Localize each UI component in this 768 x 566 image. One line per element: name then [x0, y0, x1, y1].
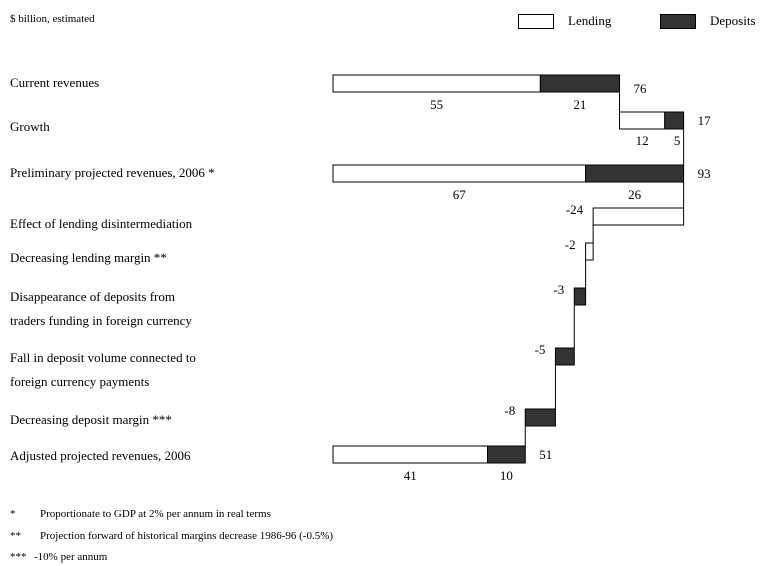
- row-label-growth: Growth: [10, 119, 50, 134]
- data-label-deposits-2: 26: [628, 187, 642, 202]
- data-label-deposits-8: 10: [500, 468, 513, 483]
- footnote-1-mark: *: [10, 508, 16, 520]
- footnote-2: ** Projection forward of historical margi…: [10, 530, 333, 542]
- legend-deposits: Deposits: [660, 13, 756, 29]
- row-label-adjusted: Adjusted projected revenues, 2006: [10, 448, 191, 463]
- bar-lending-2: [332, 164, 587, 183]
- footnote-1: * Proportionate to GDP at 2% per annum in…: [10, 508, 271, 520]
- bar-change-3: [592, 207, 685, 226]
- total-label-8: 51: [539, 447, 552, 462]
- change-label-7: -8: [504, 403, 515, 418]
- footnote-2-text: Projection forward of historical margins…: [40, 530, 334, 542]
- bar-change-4: [585, 242, 594, 261]
- row-label-deposit-volume-2: foreign currency payments: [10, 374, 150, 389]
- total-label-2: 93: [698, 166, 711, 181]
- bar-lending-8: [332, 445, 489, 464]
- row-label-lending-disintermediation: Effect of lending disintermediation: [10, 216, 193, 231]
- data-label-deposits-0: 21: [573, 97, 586, 112]
- data-label-lending-1: 12: [636, 133, 649, 148]
- footnote-2-mark: **: [10, 530, 21, 542]
- footnote-1-text: Proportionate to GDP at 2% per annum in …: [40, 508, 271, 520]
- change-label-5: -3: [553, 282, 564, 297]
- row-label-deposit-volume-1: Fall in deposit volume connected to: [10, 350, 196, 365]
- footnote-3-mark: ***: [10, 551, 27, 563]
- footnote-3: *** -10% per annum: [10, 551, 107, 563]
- total-label-1: 17: [698, 113, 712, 128]
- bar-change-5: [573, 287, 587, 306]
- units-note: $ billion, estimated: [10, 13, 95, 25]
- row-label-deposit-disappearance-2: traders funding in foreign currency: [10, 313, 192, 328]
- data-label-lending-2: 67: [453, 187, 467, 202]
- total-label-0: 76: [634, 81, 648, 96]
- footnote-3-text: -10% per annum: [34, 551, 108, 563]
- bar-lending-1: [619, 111, 666, 130]
- bar-change-7: [524, 408, 556, 427]
- bar-lending-0: [332, 74, 541, 93]
- data-label-deposits-1: 5: [674, 133, 681, 148]
- change-label-4: -2: [565, 237, 576, 252]
- bar-deposits-1: [664, 111, 685, 130]
- legend-lending: Lending: [518, 13, 611, 29]
- data-label-lending-8: 41: [404, 468, 417, 483]
- row-label-deposit-disappearance-1: Disappearance of deposits from: [10, 289, 175, 304]
- legend-label-deposits: Deposits: [710, 13, 756, 28]
- row-label-lending-margin: Decreasing lending margin **: [10, 250, 167, 265]
- row-label-deposit-margin: Decreasing deposit margin ***: [10, 412, 172, 427]
- bar-deposits-0: [539, 74, 621, 93]
- change-label-6: -5: [535, 342, 546, 357]
- data-label-lending-0: 55: [430, 97, 443, 112]
- bar-deposits-8: [487, 445, 526, 464]
- legend-label-lending: Lending: [568, 13, 612, 28]
- legend-swatch-deposits: [660, 13, 696, 29]
- bar-change-6: [554, 347, 575, 366]
- change-label-3: -24: [566, 202, 584, 217]
- row-label-preliminary: Preliminary projected revenues, 2006 *: [10, 165, 215, 180]
- bar-deposits-2: [585, 164, 685, 183]
- legend-swatch-lending: [518, 13, 554, 29]
- row-label-current-revenues: Current revenues: [10, 75, 100, 90]
